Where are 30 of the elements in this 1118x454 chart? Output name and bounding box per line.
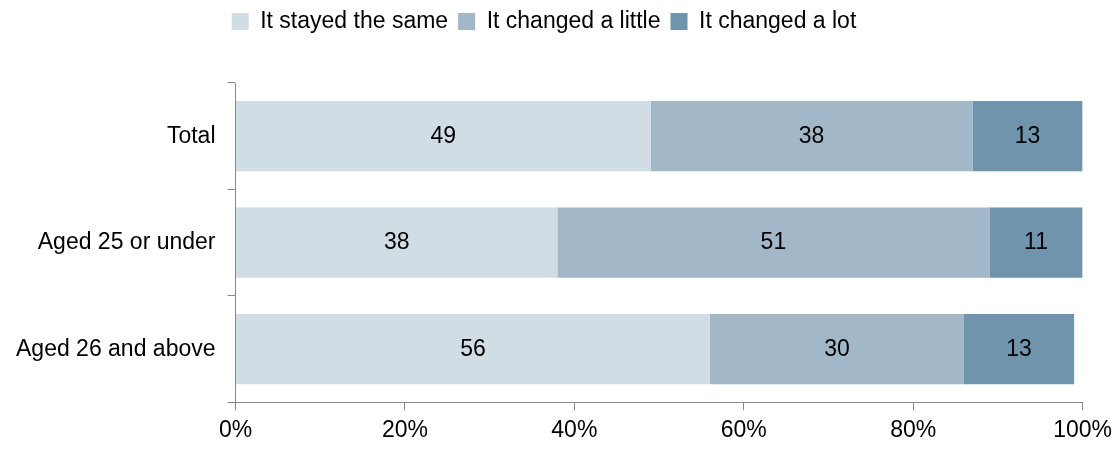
- data-label: 38: [798, 121, 825, 148]
- bar: [236, 207, 558, 278]
- y-tick-label: Aged 25 or under: [37, 228, 216, 255]
- x-tick-label: 80%: [890, 415, 937, 442]
- bar: [557, 207, 990, 278]
- data-label: 13: [1014, 121, 1041, 148]
- x-tick-label: 60%: [720, 415, 767, 442]
- x-tick-label: 100%: [1053, 415, 1112, 442]
- bar: [650, 101, 973, 172]
- bar: [709, 314, 964, 385]
- x-tick-label: 20%: [381, 415, 428, 442]
- y-tick-label: Total: [166, 121, 216, 148]
- data-label: 38: [383, 228, 410, 255]
- bar: [236, 101, 651, 172]
- bar: [236, 314, 710, 385]
- bar: [964, 314, 1075, 385]
- data-label: 11: [1024, 228, 1048, 255]
- bar: [989, 207, 1083, 278]
- data-label: 30: [824, 334, 850, 361]
- data-label: 13: [1006, 334, 1032, 361]
- legend-label: It changed a little: [486, 6, 661, 33]
- bar: [972, 101, 1083, 172]
- legend-label: It changed a lot: [699, 6, 857, 33]
- y-tick-label: Aged 26 and above: [15, 334, 216, 361]
- x-tick-label: 40%: [551, 415, 598, 442]
- x-tick-label: 0%: [218, 415, 253, 442]
- legend-label: It stayed the same: [260, 6, 449, 33]
- data-label: 56: [460, 334, 486, 361]
- data-label: 49: [430, 121, 457, 148]
- data-label: 51: [760, 228, 787, 255]
